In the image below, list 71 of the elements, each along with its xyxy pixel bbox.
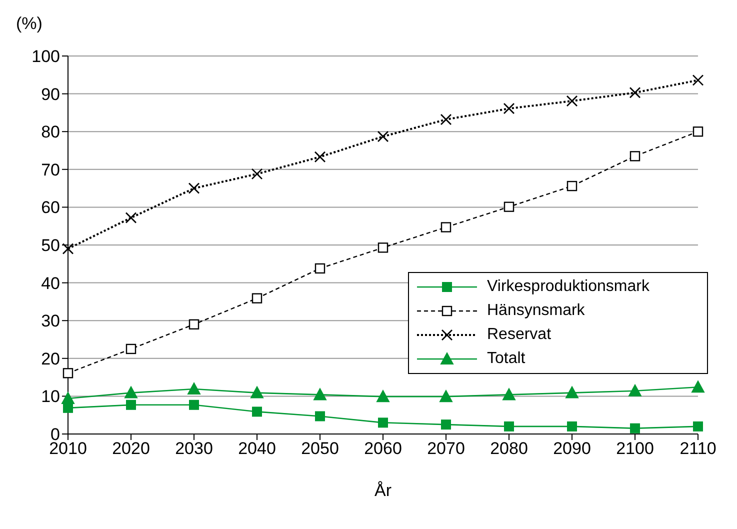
point [566,95,578,107]
legend-label: Reservat [487,326,552,344]
point [314,151,326,163]
point [692,74,704,86]
point [376,390,390,402]
y-tick-label: 20 [41,349,60,368]
point [504,202,514,212]
point [630,151,640,162]
x-tick-label: 2020 [112,439,150,458]
point [630,423,640,434]
point [440,222,452,232]
y-tick-label: 100 [32,47,60,66]
point [566,180,578,192]
point [441,420,451,430]
y-tick-label: 80 [41,122,60,142]
legend-label: Totalt [487,350,526,368]
point [315,411,325,422]
point [189,400,199,410]
point [566,386,578,398]
point [62,243,74,254]
x-tick-label: 2050 [301,439,339,458]
point [252,293,262,304]
point [252,406,262,417]
x-tick-label: 2040 [238,439,276,458]
y-axis-title: (%) [16,14,42,34]
point [440,114,452,126]
x-tick-label: 2060 [364,439,402,458]
point [504,421,514,432]
point [125,212,137,224]
point [628,384,642,396]
y-tick-label: 60 [41,198,60,218]
point [314,263,326,274]
point [692,380,704,393]
point [567,421,577,432]
point [126,344,136,354]
x-tick-label: 2080 [490,439,528,458]
y-tick-label: 30 [41,312,60,331]
y-tick-label: 70 [41,160,60,180]
y-tick-label: 50 [41,236,60,256]
point [440,390,452,402]
point [188,319,200,330]
point [126,400,136,410]
y-tick-label: 90 [41,84,60,104]
point [62,368,74,378]
legend-label: Virkesproduktionsmark [487,278,650,296]
point [692,126,704,137]
point [378,242,388,253]
x-tick-label: 2100 [616,439,654,458]
point [378,418,388,428]
point [314,388,326,400]
point [188,382,200,395]
point [629,86,641,98]
point [188,182,200,194]
point [377,130,389,142]
point [693,421,703,432]
point [124,386,138,398]
point [62,392,74,404]
point [503,102,515,114]
x-tick-label: 2030 [175,439,213,458]
x-tick-label: 2090 [553,439,591,458]
point [63,402,73,413]
y-tick-label: 40 [41,274,60,293]
x-axis-title: År [374,481,392,500]
point [502,388,516,400]
y-tick-label: 10 [41,387,60,406]
x-tick-label: 2010 [49,439,87,458]
legend-label: Hänsynsmark [487,302,585,320]
point [251,168,263,180]
point [250,386,264,398]
x-tick-label: 2070 [427,439,465,458]
x-tick-label: 2110 [680,439,716,458]
